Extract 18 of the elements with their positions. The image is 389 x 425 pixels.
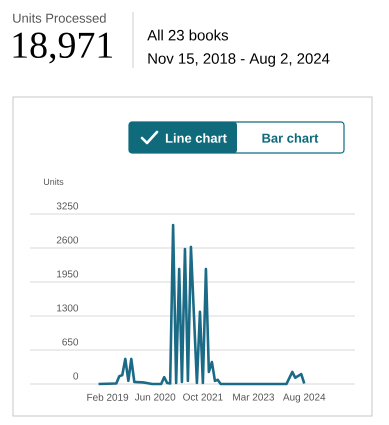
- text: Nov 15, 2018 - Aug 2, 2024: [148, 53, 330, 67]
- y-axis-title: Units: [44, 178, 64, 185]
- x-tick-label: Oct 2021: [183, 394, 223, 401]
- y-tick-label: 1300: [57, 304, 78, 312]
- text: Bar chart: [262, 133, 318, 143]
- chart-subtitle: 18,971: [14, 32, 112, 64]
- x-tick-label: Aug 2024: [282, 394, 326, 403]
- x-tick-label: Mar 2023: [233, 394, 274, 401]
- chart-title: Units Processed: [13, 13, 106, 23]
- y-tick-label: 2600: [56, 236, 78, 244]
- y-tick-label: 650: [62, 338, 78, 346]
- x-tick-label: Feb 2019: [87, 394, 128, 401]
- x-tick-label: Jun 2020: [134, 394, 176, 401]
- y-tick-label: 3250: [56, 202, 78, 210]
- text: Line chart: [166, 133, 227, 143]
- y-tick-label: 0: [73, 372, 78, 380]
- y-tick-label: 1950: [57, 270, 78, 278]
- text: All 23 books: [147, 30, 228, 40]
